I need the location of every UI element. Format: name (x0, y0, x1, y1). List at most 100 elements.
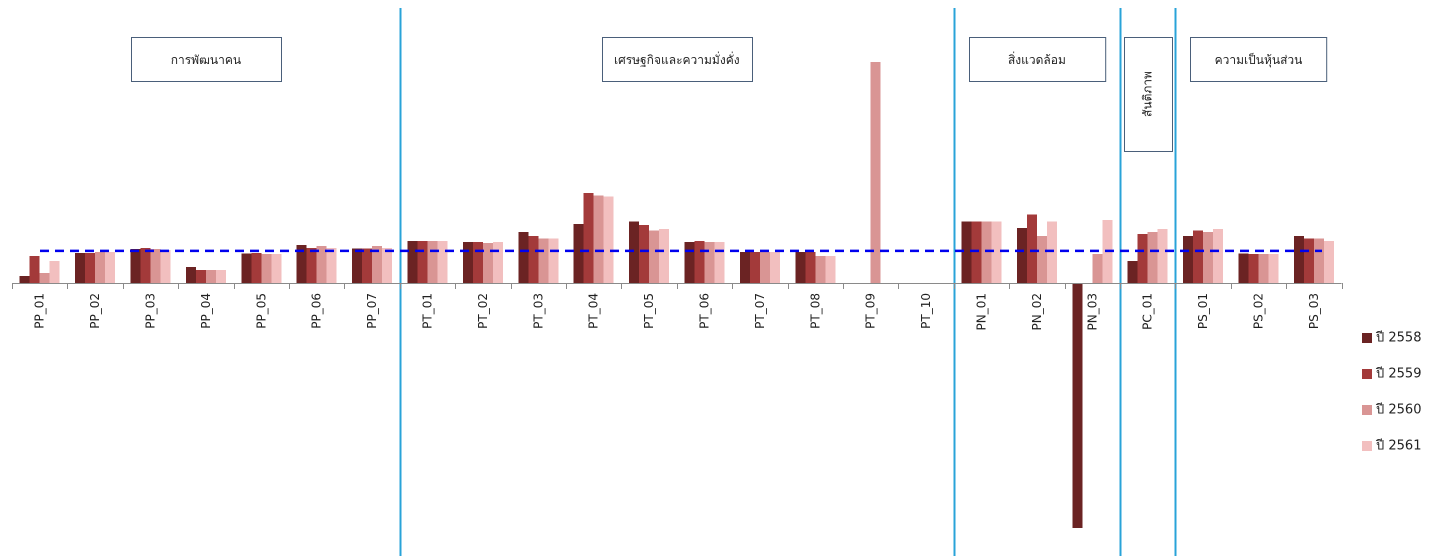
x-tick-label: PP_04 (199, 293, 213, 329)
bar-PT_08-1 (805, 251, 816, 283)
x-tick-label: PT_06 (698, 293, 712, 329)
bar-PP_04-2 (205, 269, 216, 283)
x-tick-label: PS_03 (1307, 293, 1321, 329)
x-tick-label: PN_02 (1030, 293, 1044, 330)
bar-PS_01-3 (1213, 228, 1224, 283)
bar-PP_05-2 (261, 253, 272, 283)
bar-PP_03-3 (160, 249, 171, 283)
bar-PT_08-3 (825, 256, 836, 283)
bar-PN_02-2 (1036, 235, 1047, 283)
bar-PP_03-1 (140, 248, 151, 283)
bar-PT_01-2 (427, 240, 438, 283)
x-tick-label: PS_02 (1252, 293, 1266, 329)
x-axis (12, 283, 1343, 289)
bar-PT_05-0 (629, 221, 640, 283)
x-tick-label: PN_01 (975, 293, 989, 330)
bar-PT_06-0 (684, 241, 695, 283)
x-tick-label: PT_09 (864, 293, 878, 329)
x-tick-label: PT_07 (753, 293, 767, 329)
bar-PS_01-2 (1203, 231, 1214, 283)
bar-PP_06-1 (306, 248, 317, 283)
bar-PT_02-3 (492, 241, 503, 283)
bar-PP_06-3 (326, 248, 337, 283)
legend-swatch (1362, 441, 1372, 451)
bar-PP_06-2 (316, 245, 327, 283)
bar-PT_04-3 (603, 196, 614, 283)
legend: ปี 2558 ปี 2559 ปี 2560 ปี 2561 (1362, 330, 1421, 454)
group-label: สันติภาพ (1141, 71, 1155, 117)
bar-PT_08-2 (815, 256, 826, 283)
bar-PT_02-1 (472, 241, 483, 283)
x-tick-label: PT_01 (421, 293, 435, 329)
group-label: สิ่งแวดล้อม (1008, 51, 1066, 67)
bar-PT_04-2 (593, 195, 604, 283)
legend-item: ปี 2559 (1362, 366, 1421, 382)
bar-PN_01-2 (981, 221, 992, 283)
bar-PN_01-3 (991, 221, 1002, 283)
bar-PC_01-2 (1147, 231, 1158, 283)
group-label: เศรษฐกิจและความมั่งคั่ง (614, 51, 740, 67)
bar-PS_02-1 (1248, 253, 1259, 283)
x-tick-label: PC_01 (1141, 293, 1155, 330)
bar-PS_02-0 (1238, 253, 1249, 283)
bar-PS_03-2 (1313, 238, 1324, 283)
bar-PT_01-3 (437, 240, 448, 283)
x-tick-label: PT_08 (808, 293, 822, 329)
bar-PT_04-1 (583, 192, 594, 283)
x-tick-label: PP_06 (310, 293, 324, 329)
bar-PS_02-3 (1268, 253, 1279, 283)
bar-PT_07-0 (739, 251, 750, 283)
x-tick-label: PT_05 (642, 293, 656, 329)
bar-PP_03-0 (130, 248, 141, 283)
bar-PP_07-1 (362, 248, 373, 283)
bar-PT_01-0 (407, 240, 418, 283)
bar-PT_05-3 (659, 228, 670, 283)
bar-PT_01-1 (417, 240, 428, 283)
bar-PP_04-3 (215, 269, 226, 283)
bar-PP_01-2 (39, 273, 50, 283)
bar-PT_03-0 (518, 231, 529, 283)
x-tick-label: PP_01 (33, 293, 47, 329)
bar-PN_02-1 (1026, 214, 1037, 283)
bar-PT_02-2 (482, 242, 493, 283)
bar-PT_04-0 (573, 223, 584, 283)
bar-PP_05-0 (241, 253, 252, 283)
bar-PP_06-0 (296, 245, 307, 283)
group-labels: การพัฒนาคน เศรษฐกิจและความมั่งคั่ง สิ่งแวด… (131, 37, 1328, 152)
legend-label: ปี 2560 (1375, 402, 1421, 418)
x-tick-label: PP_07 (365, 293, 379, 329)
group-label-box: สิ่งแวดล้อม (969, 37, 1107, 82)
bar-PT_06-3 (714, 241, 725, 283)
bar-PC_01-1 (1137, 233, 1148, 283)
x-tick-label: PT_10 (919, 293, 933, 329)
bar-PS_02-2 (1258, 253, 1269, 283)
bar-PT_07-3 (769, 251, 780, 283)
bar-PT_05-2 (649, 230, 660, 283)
group-label: ความเป็นหุ้นส่วน (1215, 52, 1303, 68)
legend-item: ปี 2558 (1362, 330, 1421, 346)
bar-PP_03-2 (150, 248, 161, 283)
bar-PN_01-0 (961, 221, 972, 283)
bar-PT_06-1 (694, 240, 705, 283)
bar-PP_01-3 (49, 260, 60, 283)
bar-PT_02-0 (462, 241, 473, 283)
group-label-box: เศรษฐกิจและความมั่งคั่ง (602, 37, 753, 82)
bar-PT_08-0 (795, 251, 806, 283)
bar-PT_06-2 (704, 241, 715, 283)
x-tick-label: PP_03 (144, 293, 158, 329)
legend-label: ปี 2558 (1375, 330, 1421, 346)
bar-PN_02-3 (1046, 221, 1057, 283)
x-tick-label: PT_03 (531, 293, 545, 329)
group-label-box: สันติภาพ (1124, 37, 1173, 152)
bar-PP_07-3 (382, 248, 393, 283)
legend-label: ปี 2559 (1375, 366, 1421, 382)
bar-PP_07-2 (372, 245, 383, 283)
legend-swatch (1362, 333, 1372, 343)
legend-swatch (1362, 405, 1372, 415)
bar-PN_01-1 (971, 221, 982, 283)
bar-PT_09-2 (870, 62, 881, 283)
bar-PT_03-2 (538, 238, 549, 283)
x-tick-label: PP_02 (88, 293, 102, 329)
bar-PN_03-0 (1072, 283, 1083, 528)
